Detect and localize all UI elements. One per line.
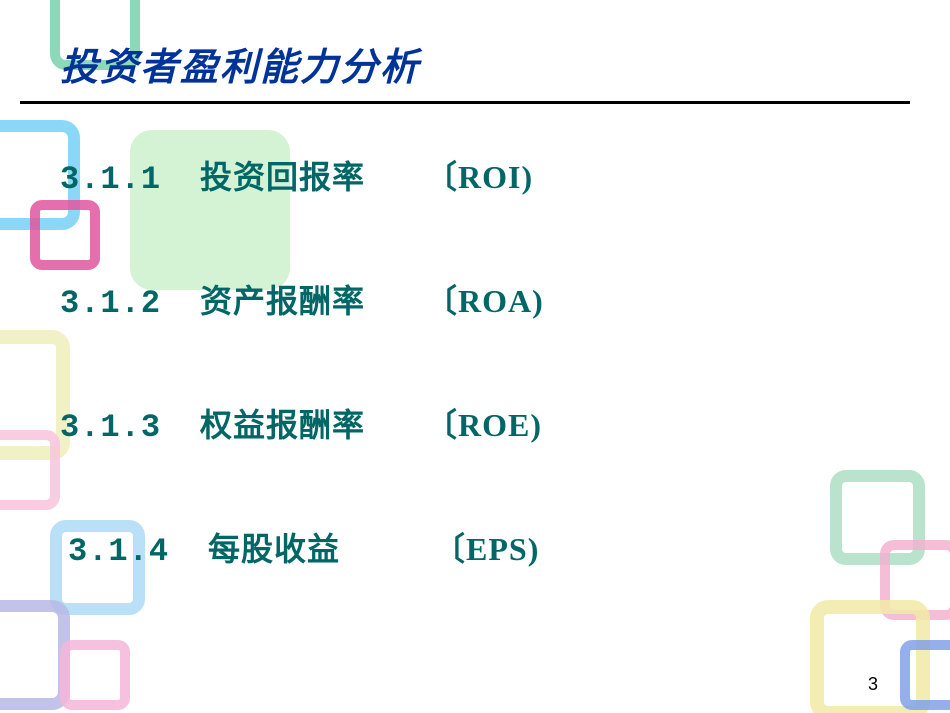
title-block: 投资者盈利能力分析: [60, 36, 890, 104]
item-row: 3.1.4 每股收益 〔EPS): [68, 524, 890, 570]
item-label: 每股收益: [208, 524, 433, 570]
item-number: 3.1.3: [60, 409, 200, 446]
item-paren: 〔ROA): [425, 276, 544, 322]
item-row: 3.1.2 资产报酬率 〔ROA): [60, 276, 890, 322]
items-list: 3.1.1 投资回报率 〔ROI) 3.1.2 资产报酬率 〔ROA) 3.1.…: [60, 152, 890, 570]
item-paren: 〔EPS): [433, 524, 539, 570]
item-number: 3.1.2: [60, 285, 200, 322]
slide: 投资者盈利能力分析 3.1.1 投资回报率 〔ROI) 3.1.2 资产报酬率 …: [0, 0, 950, 713]
item-row: 3.1.3 权益报酬率 〔ROE): [60, 400, 890, 446]
item-number: 3.1.1: [60, 161, 200, 198]
item-label: 投资回报率: [200, 152, 425, 198]
item-label: 资产报酬率: [200, 276, 425, 322]
item-row: 3.1.1 投资回报率 〔ROI): [60, 152, 890, 198]
item-paren: 〔ROE): [425, 400, 542, 446]
item-label: 权益报酬率: [200, 400, 425, 446]
title-underline: [20, 101, 910, 104]
item-paren: 〔ROI): [425, 152, 533, 198]
item-number: 3.1.4: [68, 533, 208, 570]
slide-title: 投资者盈利能力分析: [60, 36, 890, 91]
page-number: 3: [868, 674, 878, 695]
